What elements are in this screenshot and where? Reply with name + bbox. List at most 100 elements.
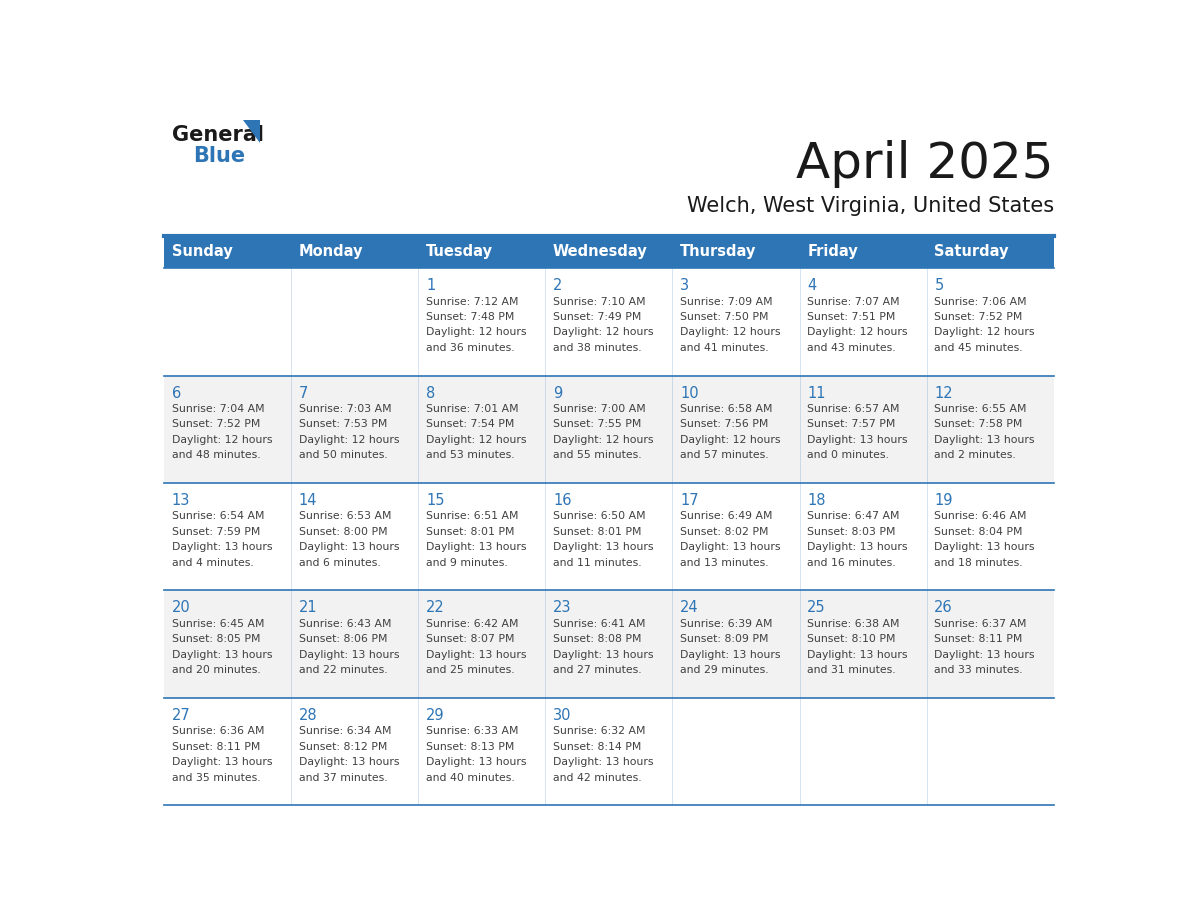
Text: Sunrise: 6:57 AM: Sunrise: 6:57 AM bbox=[808, 404, 899, 414]
Text: Daylight: 13 hours: Daylight: 13 hours bbox=[299, 757, 399, 767]
Text: and 2 minutes.: and 2 minutes. bbox=[934, 450, 1016, 460]
Text: Sunrise: 6:58 AM: Sunrise: 6:58 AM bbox=[681, 404, 772, 414]
Bar bbox=[164, 590, 291, 698]
Bar bbox=[800, 236, 927, 268]
Text: Daylight: 12 hours: Daylight: 12 hours bbox=[681, 328, 781, 337]
Text: and 4 minutes.: and 4 minutes. bbox=[172, 557, 253, 567]
Bar bbox=[545, 698, 672, 805]
Text: Sunset: 8:02 PM: Sunset: 8:02 PM bbox=[681, 527, 769, 537]
Bar bbox=[927, 268, 1054, 375]
Bar bbox=[418, 698, 545, 805]
Text: 1: 1 bbox=[426, 278, 435, 293]
Text: Sunrise: 6:32 AM: Sunrise: 6:32 AM bbox=[554, 726, 645, 736]
Text: 15: 15 bbox=[426, 493, 444, 508]
Text: and 38 minutes.: and 38 minutes. bbox=[554, 342, 642, 353]
Bar bbox=[927, 698, 1054, 805]
Text: Sunset: 8:07 PM: Sunset: 8:07 PM bbox=[426, 634, 514, 644]
Text: Sunset: 7:58 PM: Sunset: 7:58 PM bbox=[934, 420, 1023, 430]
Text: Sunrise: 6:42 AM: Sunrise: 6:42 AM bbox=[426, 619, 518, 629]
Text: Daylight: 13 hours: Daylight: 13 hours bbox=[172, 543, 272, 553]
Text: Daylight: 12 hours: Daylight: 12 hours bbox=[681, 435, 781, 445]
Text: Saturday: Saturday bbox=[934, 244, 1009, 260]
Text: Monday: Monday bbox=[299, 244, 364, 260]
Text: 8: 8 bbox=[426, 386, 435, 400]
Text: and 27 minutes.: and 27 minutes. bbox=[554, 666, 642, 675]
Text: and 43 minutes.: and 43 minutes. bbox=[808, 342, 896, 353]
Text: and 29 minutes.: and 29 minutes. bbox=[681, 666, 769, 675]
Bar bbox=[545, 375, 672, 483]
Text: Sunrise: 7:12 AM: Sunrise: 7:12 AM bbox=[426, 297, 518, 307]
Text: 18: 18 bbox=[808, 493, 826, 508]
Text: Sunrise: 6:34 AM: Sunrise: 6:34 AM bbox=[299, 726, 391, 736]
Text: 17: 17 bbox=[681, 493, 699, 508]
Bar bbox=[164, 483, 291, 590]
Text: Thursday: Thursday bbox=[681, 244, 757, 260]
Text: Friday: Friday bbox=[808, 244, 858, 260]
Bar bbox=[927, 236, 1054, 268]
Text: Sunrise: 6:55 AM: Sunrise: 6:55 AM bbox=[934, 404, 1026, 414]
Bar bbox=[800, 483, 927, 590]
Text: Daylight: 13 hours: Daylight: 13 hours bbox=[299, 650, 399, 660]
Text: and 16 minutes.: and 16 minutes. bbox=[808, 557, 896, 567]
Text: and 40 minutes.: and 40 minutes. bbox=[426, 773, 514, 783]
Text: Daylight: 13 hours: Daylight: 13 hours bbox=[426, 757, 526, 767]
Text: Sunset: 8:08 PM: Sunset: 8:08 PM bbox=[554, 634, 642, 644]
Bar bbox=[672, 698, 800, 805]
Text: 23: 23 bbox=[554, 600, 571, 615]
Text: and 18 minutes.: and 18 minutes. bbox=[934, 557, 1023, 567]
Text: and 45 minutes.: and 45 minutes. bbox=[934, 342, 1023, 353]
Text: 12: 12 bbox=[934, 386, 953, 400]
Bar bbox=[927, 375, 1054, 483]
Text: Daylight: 12 hours: Daylight: 12 hours bbox=[299, 435, 399, 445]
Text: Sunrise: 7:07 AM: Sunrise: 7:07 AM bbox=[808, 297, 899, 307]
Text: and 6 minutes.: and 6 minutes. bbox=[299, 557, 380, 567]
Text: Daylight: 12 hours: Daylight: 12 hours bbox=[172, 435, 272, 445]
Text: Sunset: 7:50 PM: Sunset: 7:50 PM bbox=[681, 312, 769, 322]
Text: Daylight: 12 hours: Daylight: 12 hours bbox=[554, 328, 653, 337]
Bar bbox=[418, 268, 545, 375]
Text: Daylight: 12 hours: Daylight: 12 hours bbox=[426, 435, 526, 445]
Bar bbox=[418, 375, 545, 483]
Text: Blue: Blue bbox=[194, 146, 246, 166]
Text: Sunset: 8:10 PM: Sunset: 8:10 PM bbox=[808, 634, 896, 644]
Text: Sunrise: 6:47 AM: Sunrise: 6:47 AM bbox=[808, 511, 899, 521]
Text: and 55 minutes.: and 55 minutes. bbox=[554, 450, 642, 460]
Text: Sunrise: 6:46 AM: Sunrise: 6:46 AM bbox=[934, 511, 1026, 521]
Text: Sunrise: 6:50 AM: Sunrise: 6:50 AM bbox=[554, 511, 645, 521]
Text: Sunset: 8:00 PM: Sunset: 8:00 PM bbox=[299, 527, 387, 537]
Bar bbox=[800, 268, 927, 375]
Text: Sunset: 8:05 PM: Sunset: 8:05 PM bbox=[172, 634, 260, 644]
Text: 19: 19 bbox=[934, 493, 953, 508]
Text: Sunset: 8:14 PM: Sunset: 8:14 PM bbox=[554, 742, 642, 752]
Bar bbox=[164, 268, 291, 375]
Text: Daylight: 13 hours: Daylight: 13 hours bbox=[808, 543, 908, 553]
Text: Sunset: 8:04 PM: Sunset: 8:04 PM bbox=[934, 527, 1023, 537]
Text: Sunset: 8:09 PM: Sunset: 8:09 PM bbox=[681, 634, 769, 644]
Text: Sunset: 8:12 PM: Sunset: 8:12 PM bbox=[299, 742, 387, 752]
Text: Wednesday: Wednesday bbox=[554, 244, 647, 260]
Text: Sunday: Sunday bbox=[172, 244, 233, 260]
Text: and 53 minutes.: and 53 minutes. bbox=[426, 450, 514, 460]
Text: and 42 minutes.: and 42 minutes. bbox=[554, 773, 642, 783]
Bar bbox=[418, 236, 545, 268]
Text: Daylight: 13 hours: Daylight: 13 hours bbox=[681, 650, 781, 660]
Text: 9: 9 bbox=[554, 386, 562, 400]
Text: Daylight: 13 hours: Daylight: 13 hours bbox=[934, 543, 1035, 553]
Text: Sunset: 7:56 PM: Sunset: 7:56 PM bbox=[681, 420, 769, 430]
Polygon shape bbox=[244, 120, 260, 143]
Text: and 0 minutes.: and 0 minutes. bbox=[808, 450, 889, 460]
Text: and 41 minutes.: and 41 minutes. bbox=[681, 342, 769, 353]
Text: Daylight: 13 hours: Daylight: 13 hours bbox=[934, 650, 1035, 660]
Text: Daylight: 13 hours: Daylight: 13 hours bbox=[681, 543, 781, 553]
Text: 28: 28 bbox=[299, 708, 317, 723]
Text: Sunset: 7:54 PM: Sunset: 7:54 PM bbox=[426, 420, 514, 430]
Bar bbox=[291, 590, 418, 698]
Bar bbox=[545, 268, 672, 375]
Text: Sunset: 8:11 PM: Sunset: 8:11 PM bbox=[172, 742, 260, 752]
Text: Sunset: 7:53 PM: Sunset: 7:53 PM bbox=[299, 420, 387, 430]
Text: Sunrise: 6:54 AM: Sunrise: 6:54 AM bbox=[172, 511, 264, 521]
Bar bbox=[545, 590, 672, 698]
Text: Sunrise: 6:43 AM: Sunrise: 6:43 AM bbox=[299, 619, 391, 629]
Bar bbox=[672, 236, 800, 268]
Text: Sunrise: 6:37 AM: Sunrise: 6:37 AM bbox=[934, 619, 1026, 629]
